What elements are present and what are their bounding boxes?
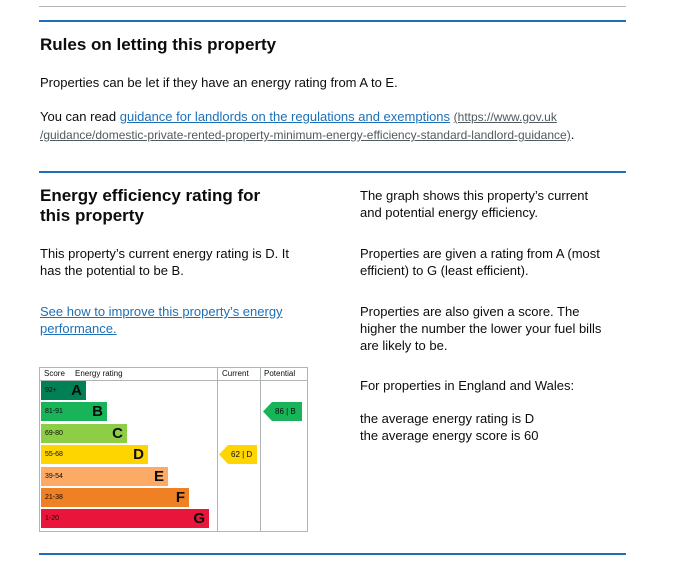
average-values: the average energy rating is D the avera… <box>360 410 539 444</box>
potential-rating-label: 86 | B <box>275 407 296 417</box>
chart-divider-potential <box>260 368 261 531</box>
score-description-line2: higher the number the lower your fuel bi… <box>360 321 602 336</box>
chart-header-divider <box>40 380 307 381</box>
band-score-label: 1-20 <box>45 515 60 523</box>
band-letter-label: A <box>71 382 82 399</box>
chart-divider-current <box>217 368 218 531</box>
efficiency-heading-line1: Energy efficiency rating for <box>40 186 261 205</box>
potential-arrow-fill <box>263 402 302 422</box>
band-letter-label: C <box>112 424 123 442</box>
guidance-url-cont: /guidance/domestic-private-rented-proper… <box>40 128 571 142</box>
improve-link-line2[interactable]: performance. <box>40 321 117 336</box>
rating-band-c: 69-80 C <box>41 423 127 443</box>
section-divider-top <box>39 20 626 22</box>
improve-link-paragraph: See how to improve this property’s energ… <box>40 303 283 337</box>
score-description-line1: Properties are also given a score. The <box>360 304 580 319</box>
current-rating-arrow: 62 | D <box>219 445 257 465</box>
graph-description-line2: and potential energy efficiency. <box>360 205 539 220</box>
band-score-label: 81-91 <box>45 408 63 416</box>
chart-header-score: Score <box>44 369 65 378</box>
current-rating-text: This property’s current energy rating is… <box>40 245 289 279</box>
rating-band-b: 81-91 B <box>41 402 107 422</box>
chart-header-rating: Energy rating <box>75 369 123 378</box>
band-score-label: 69-80 <box>45 429 63 437</box>
current-arrow-shape <box>219 445 257 465</box>
guidance-url-link[interactable]: (https://www.gov.uk <box>453 110 557 124</box>
potential-arrow-shape <box>263 402 302 422</box>
rating-band-d: 55-68 D <box>41 445 148 465</box>
improve-link-line1[interactable]: See how to improve this property’s energ… <box>40 304 283 319</box>
band-letter-label: F <box>175 489 185 506</box>
band-score-label: 21-38 <box>45 494 63 501</box>
potential-rating-arrow: 86 | B <box>263 402 302 422</box>
current-rating-line2: has the potential to be B. <box>40 263 184 278</box>
guidance-paragraph: You can read guidance for landlords on t… <box>40 108 640 144</box>
band-score-label: 92+ <box>45 387 57 394</box>
band-letter-label: E <box>153 467 164 485</box>
score-description: Properties are also given a score. The h… <box>360 303 601 354</box>
graph-description-line1: The graph shows this property’s current <box>360 188 589 203</box>
guidance-url-link-cont[interactable]: /guidance/domestic-private-rented-proper… <box>40 128 571 142</box>
band-letter-label: B <box>92 403 103 421</box>
current-rating-line1: This property’s current energy rating is… <box>40 246 290 261</box>
top-divider <box>39 6 626 7</box>
improve-energy-link[interactable]: See how to improve this property’s energ… <box>40 304 283 336</box>
band-score-label: 39-54 <box>45 472 63 480</box>
guidance-link[interactable]: guidance for landlords on the regulation… <box>119 109 451 124</box>
efficiency-heading-line2: this property <box>40 206 144 225</box>
energy-rating-chart: Score Energy rating Current Potential 92… <box>39 367 308 532</box>
guidance-suffix: . <box>570 127 575 142</box>
band-letter-label: G <box>193 510 205 528</box>
rating-band-a: 92+ A <box>41 381 86 400</box>
section-divider-middle <box>39 171 626 173</box>
score-description-line3: are likely to be. <box>360 338 448 353</box>
current-rating-label: 62 | D <box>231 450 253 460</box>
rules-paragraph: Properties can be let if they have an en… <box>40 75 398 90</box>
guidance-prefix: You can read <box>40 109 117 124</box>
band-score-label: 55-68 <box>45 451 63 459</box>
ratings-description: Properties are given a rating from A (mo… <box>360 245 600 279</box>
chart-header-current: Current <box>222 369 249 378</box>
rating-band-f: 21-38 F <box>41 488 189 507</box>
section-divider-bottom <box>39 553 626 555</box>
ratings-description-line1: Properties are given a rating from A (mo… <box>360 246 600 261</box>
rules-heading: Rules on letting this property <box>40 35 277 54</box>
england-wales-label: For properties in England and Wales: <box>360 378 575 393</box>
guidance-url: (https://www.gov.uk <box>454 110 557 124</box>
current-arrow-fill <box>219 445 257 465</box>
average-rating-text: the average energy rating is D <box>360 411 535 426</box>
efficiency-heading: Energy efficiency rating for this proper… <box>40 186 260 226</box>
rating-band-e: 39-54 E <box>41 466 168 486</box>
graph-description: The graph shows this property’s current … <box>360 187 588 221</box>
ratings-description-line2: efficient) to G (least efficient). <box>360 263 529 278</box>
band-letter-label: D <box>133 446 144 464</box>
chart-header-potential: Potential <box>264 369 296 378</box>
rating-band-g: 1-20 G <box>41 509 209 529</box>
average-score-text: the average energy score is 60 <box>360 428 539 443</box>
